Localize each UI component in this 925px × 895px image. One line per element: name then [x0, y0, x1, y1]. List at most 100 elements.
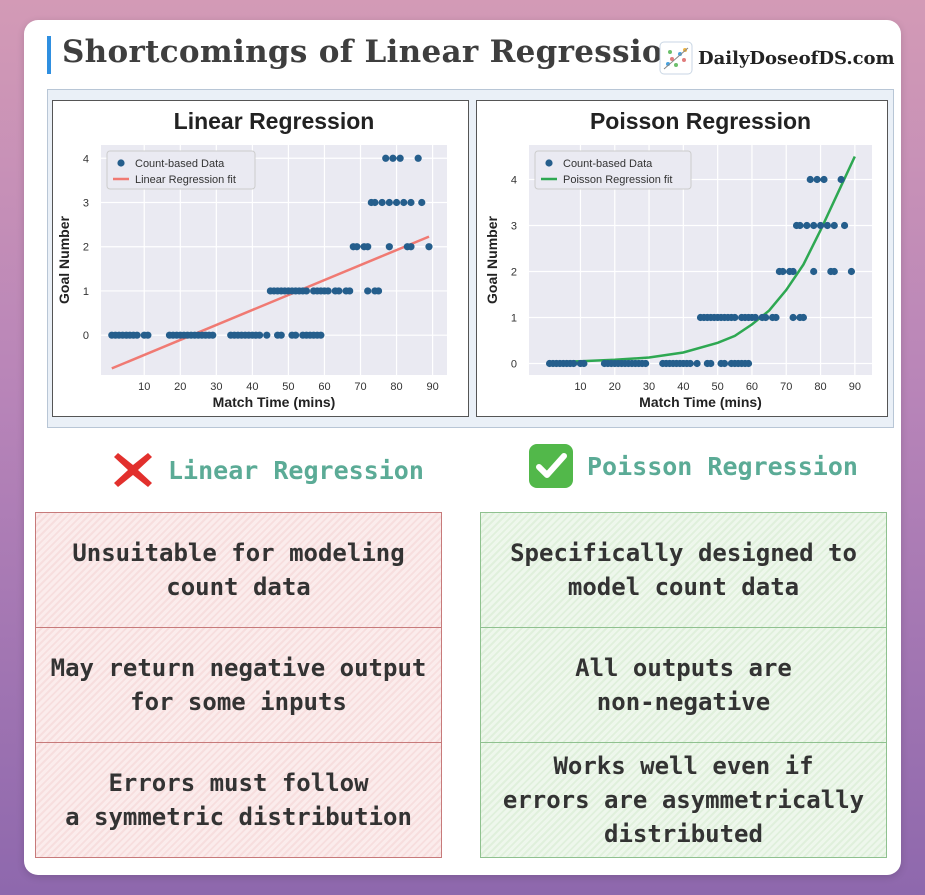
data-point	[569, 359, 578, 368]
data-point	[209, 331, 217, 339]
legend-box	[106, 150, 256, 190]
chart-title: Linear Regression	[174, 108, 375, 134]
item-line: All outputs are	[575, 654, 792, 682]
data-point	[686, 359, 694, 368]
x-tick-label: 20	[609, 381, 621, 393]
x-axis-label: Match Time (mins)	[213, 394, 336, 410]
linear-shortcoming-item: Unsuitable for modeling count data	[35, 512, 442, 628]
y-tick-label: 0	[511, 359, 517, 371]
poisson-advantage-item: Works well even if errors are asymmetrica…	[480, 742, 887, 858]
data-point	[806, 175, 814, 184]
data-point	[385, 198, 393, 207]
item-line: Works well even if	[553, 752, 814, 780]
linear-regression-chart: Linear Regression 10 20 30 40 50 60 70 80 90 0 1 2 3 4…	[52, 100, 469, 417]
data-point	[731, 313, 739, 322]
x-tick-label: 60	[318, 381, 330, 393]
title-accent-bar	[47, 36, 51, 74]
data-point	[263, 331, 271, 339]
data-point	[364, 287, 372, 295]
linear-shortcoming-item: May return negative output for some input…	[35, 627, 442, 743]
data-point	[779, 267, 787, 276]
data-point	[810, 221, 818, 230]
data-point	[378, 198, 386, 207]
poisson-verdict: Poisson Regression	[527, 442, 858, 490]
data-point	[847, 267, 856, 276]
x-tick-label: 80	[814, 381, 826, 393]
y-tick-label: 4	[511, 175, 517, 187]
data-point	[642, 359, 650, 368]
legend-entry: Count-based Data	[135, 158, 225, 170]
data-point	[335, 287, 343, 295]
data-point	[816, 221, 825, 230]
data-point	[385, 243, 393, 251]
legend-box	[534, 150, 692, 190]
x-tick-label: 10	[138, 381, 150, 393]
legend-point-marker	[545, 159, 553, 167]
data-point	[418, 198, 426, 207]
cross-icon	[114, 453, 152, 487]
data-point	[840, 221, 849, 230]
data-point	[277, 331, 285, 339]
y-axis-label: Goal Number	[484, 215, 500, 303]
x-tick-label: 10	[574, 381, 586, 393]
data-point	[796, 221, 804, 230]
brand: DailyDoseofDS.com	[658, 40, 895, 76]
data-point	[762, 313, 770, 322]
x-tick-label: 60	[746, 381, 758, 393]
data-point	[317, 331, 325, 339]
item-line: Specifically designed to	[510, 539, 857, 567]
data-point	[772, 313, 780, 322]
data-point	[133, 331, 141, 339]
data-point	[820, 175, 828, 184]
y-tick-label: 3	[83, 198, 89, 210]
data-point	[353, 243, 361, 251]
data-point	[407, 198, 415, 207]
data-point	[789, 313, 797, 322]
y-tick-label: 4	[83, 153, 89, 165]
data-point	[789, 267, 797, 276]
linear-verdict-label: Linear Regression	[168, 455, 424, 485]
data-point	[803, 221, 811, 230]
data-point	[407, 243, 415, 251]
legend-point-marker	[117, 159, 125, 167]
charts-frame: Linear Regression 10 20 30 40 50 60 70 80 90 0 1 2 3 4…	[47, 89, 894, 428]
data-point	[720, 359, 729, 368]
data-point	[364, 243, 372, 251]
poisson-regression-plot: Poisson Regression 10 20 30 40 50 60 70 80 90 0 1 2 3…	[484, 108, 872, 410]
x-tick-label: 40	[246, 381, 258, 393]
data-point	[392, 198, 401, 207]
x-tick-label: 50	[282, 381, 294, 393]
data-point	[292, 331, 300, 339]
item-line: Errors must follow	[108, 769, 369, 797]
x-tick-label: 30	[643, 381, 655, 393]
page-title: Shortcomings of Linear Regression	[62, 34, 686, 70]
x-tick-label: 90	[849, 381, 861, 393]
x-tick-label: 90	[426, 381, 438, 393]
data-point	[823, 221, 832, 230]
data-point	[830, 267, 838, 276]
item-line: for some inputs	[130, 688, 347, 716]
data-point	[414, 154, 422, 162]
data-point	[580, 359, 588, 368]
chart-title: Poisson Regression	[590, 108, 811, 134]
y-tick-label: 1	[83, 286, 89, 298]
data-point	[400, 198, 408, 207]
brand-logo-icon	[659, 41, 693, 75]
y-axis-label: Goal Number	[56, 215, 72, 303]
item-line: Unsuitable for modeling	[72, 539, 405, 567]
data-point	[374, 287, 383, 295]
linear-regression-plot: Linear Regression 10 20 30 40 50 60 70 80 90 0 1 2 3 4…	[56, 108, 447, 410]
poisson-advantage-item: All outputs are non-negative	[480, 627, 887, 743]
x-tick-label: 80	[390, 381, 402, 393]
check-icon	[529, 444, 573, 488]
linear-verdict: Linear Regression	[110, 447, 424, 493]
data-point	[693, 359, 701, 368]
x-tick-label: 20	[174, 381, 186, 393]
y-tick-label: 3	[511, 221, 517, 233]
item-line: count data	[166, 573, 311, 601]
data-point	[324, 287, 332, 295]
data-point	[830, 221, 838, 230]
legend-entry: Poisson Regression fit	[563, 174, 672, 186]
y-tick-label: 2	[83, 242, 89, 254]
poisson-regression-chart: Poisson Regression 10 20 30 40 50 60 70 80 90 0 1 2 3…	[476, 100, 888, 417]
